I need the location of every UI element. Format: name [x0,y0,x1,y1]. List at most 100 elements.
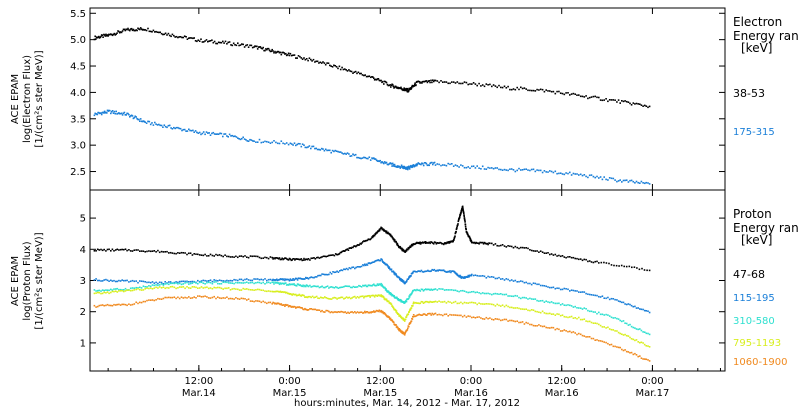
proton-data-point [458,276,461,278]
proton-data-point [333,254,336,257]
proton-data-point [231,288,234,290]
electron-data-point [360,72,362,75]
proton-data-point [489,317,491,319]
proton-data-point [266,290,268,293]
proton-data-point [590,294,593,296]
electron-data-point [247,46,250,48]
electron-data-point [361,157,364,159]
electron-data-point [143,29,146,31]
proton-data-point [166,286,168,289]
proton-data-point [405,300,408,303]
proton-data-point [610,264,613,266]
proton-data-point [184,296,186,299]
proton-data-point [306,277,309,279]
proton-data-point [237,279,239,282]
proton-data-point [283,291,285,294]
proton-data-point [486,242,488,245]
proton-data-point [541,310,544,313]
proton-data-point [467,291,469,294]
electron-data-point [197,39,200,41]
proton-data-point [632,338,635,341]
proton-data-point [272,281,274,283]
proton-data-point [247,288,250,291]
proton-data-point [635,354,638,356]
proton-data-point [364,295,366,298]
proton-data-point [260,278,263,281]
proton-data-point [295,258,298,260]
proton-data-point [407,278,410,280]
proton-data-point [432,288,435,291]
proton-data-point [315,295,318,298]
electron-data-point [552,171,555,174]
electron-data-point [567,92,569,94]
proton-data-point [485,316,488,319]
electron-data-point [139,118,142,120]
electron-data-point [231,134,234,137]
proton-data-point [612,298,615,300]
proton-data-point [452,270,454,272]
electron-data-point [177,126,179,129]
proton-data-point [395,273,397,275]
electron-data-point [527,89,529,92]
proton-data-point [244,298,246,300]
proton-data-point [554,302,557,305]
electron-data-point [264,140,266,143]
electron-data-point [388,163,391,165]
proton-data-point [244,288,246,290]
electron-data-point [399,87,402,90]
electron-data-point [301,143,304,145]
proton-data-point [103,304,105,307]
proton-ytick-label: 4 [80,245,86,256]
proton-data-point [431,301,433,303]
electron-data-point [461,165,464,167]
electron-data-point [373,77,375,79]
proton-data-point [171,252,174,254]
proton-data-point [188,252,190,255]
proton-data-points [93,205,651,362]
proton-data-point [432,243,435,245]
proton-data-point [481,303,484,305]
electron-ytick-label: 2.5 [70,167,86,178]
proton-data-point [204,286,206,289]
proton-data-point [213,295,215,298]
proton-data-point [635,339,638,341]
proton-data-point [412,289,415,292]
electron-data-point [324,63,327,66]
proton-data-point [347,268,349,271]
proton-data-point [339,311,341,313]
proton-data-point [332,311,334,314]
electron-data-point [280,53,283,56]
proton-data-point [276,279,279,282]
electron-data-point [378,160,381,163]
proton-data-point [119,288,122,291]
proton-data-point [182,280,185,283]
proton-data-point [359,242,361,245]
proton-data-point [403,334,406,336]
proton-data-point [373,284,376,287]
electron-data-point [399,167,402,169]
proton-data-point [275,290,277,293]
proton-data-point [310,257,312,260]
proton-data-point [498,318,500,321]
electron-data-point [389,84,391,86]
proton-data-point [295,307,297,309]
proton-data-point [131,279,134,282]
electron-data-point [333,150,335,153]
proton-data-point [272,290,274,293]
proton-data-point [373,311,376,313]
proton-ylabel-3: [1/(cm²s ster MeV)] [34,232,45,329]
proton-data-point [471,301,473,304]
proton-data-point [608,344,611,346]
proton-data-point [625,265,628,268]
proton-data-point [472,301,475,304]
proton-data-point [314,285,317,288]
electron-data-point [474,83,477,85]
proton-data-point [470,240,473,243]
proton-data-point [269,256,272,258]
proton-data-point [462,211,465,213]
electron-data-point [578,94,580,96]
proton-data-point [294,284,296,286]
proton-data-point [579,307,582,309]
proton-data-point [619,300,621,303]
